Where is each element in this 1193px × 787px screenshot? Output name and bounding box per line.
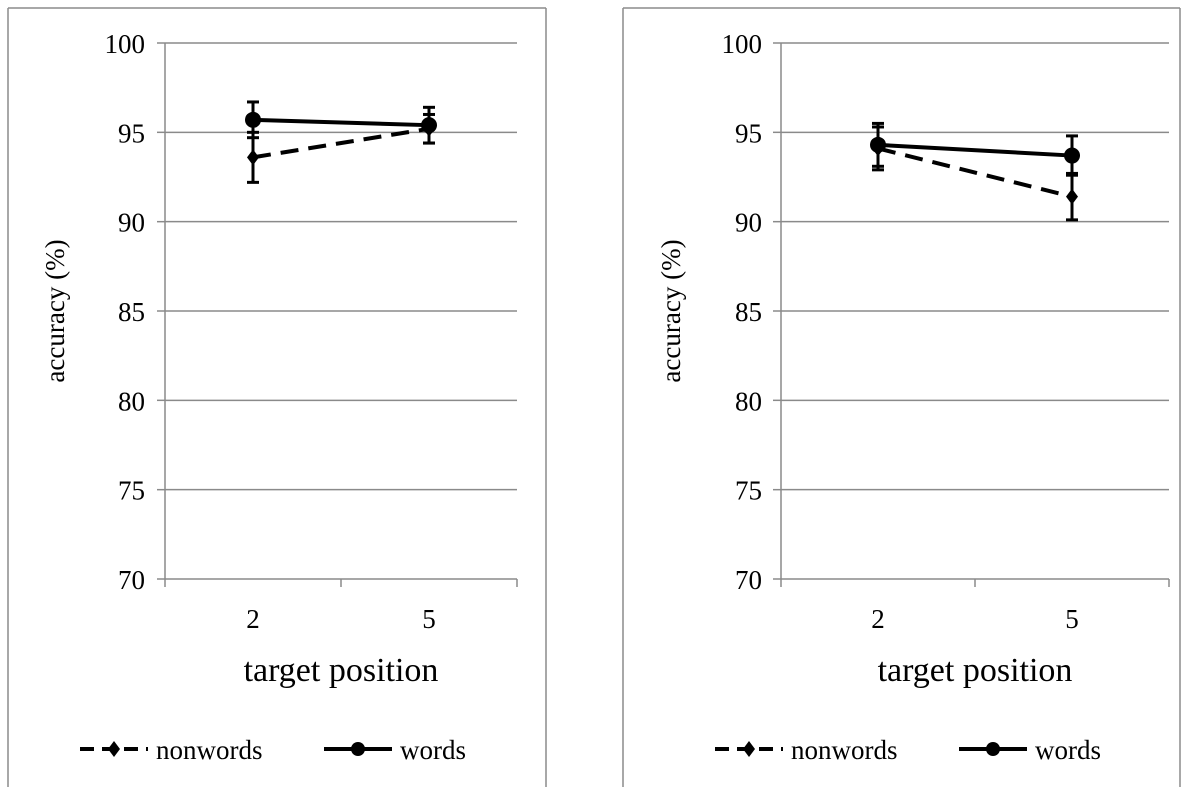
data-point — [245, 111, 261, 128]
y-tick-label: 85 — [118, 297, 145, 327]
y-tick-label: 90 — [735, 208, 762, 238]
chart-panel-2: 70 75 80 85 90 95 100 2 5 target position accuracy… — [622, 7, 1181, 787]
y-tick-label: 75 — [735, 476, 762, 506]
series-line-words — [252, 117, 430, 128]
legend-label-words: words — [1035, 735, 1101, 765]
y-tick-label: 95 — [735, 118, 762, 148]
y-tick-label: 70 — [735, 565, 762, 595]
data-point — [1066, 188, 1078, 205]
legend-marker — [986, 742, 1000, 756]
series-nonwords — [872, 125, 1078, 222]
y-tick-label: 70 — [118, 565, 145, 595]
x-axis-title: target position — [244, 652, 439, 689]
x-tick-label: 2 — [246, 604, 260, 634]
legend-marker — [351, 742, 365, 756]
y-tick-label: 80 — [118, 386, 145, 416]
y-axis-title: accuracy (%) — [656, 239, 686, 382]
y-tick-label: 100 — [722, 29, 763, 59]
y-tick-label: 75 — [118, 476, 145, 506]
legend-label-nonwords: nonwords — [156, 735, 263, 765]
data-point — [421, 117, 437, 134]
y-axis-title: accuracy (%) — [40, 239, 70, 382]
y-tick-label: 100 — [105, 29, 146, 59]
legend-marker — [108, 741, 120, 757]
data-point — [870, 136, 886, 153]
legend: nonwords words — [715, 735, 1101, 765]
y-tick-label: 90 — [118, 208, 145, 238]
series-words — [245, 100, 437, 145]
x-axis-title: target position — [878, 652, 1073, 689]
y-tick-label: 95 — [118, 118, 145, 148]
chart-panel-1: 70 75 80 85 90 95 100 2 5 target position accuracy… — [7, 7, 547, 787]
legend-label-words: words — [400, 735, 466, 765]
y-tick-label: 80 — [735, 386, 762, 416]
legend-label-nonwords: nonwords — [791, 735, 898, 765]
series-line-words — [877, 142, 1073, 158]
y-tick-label: 85 — [735, 297, 762, 327]
x-tick-label: 5 — [1065, 604, 1079, 634]
legend-marker — [743, 741, 755, 757]
series-words — [870, 121, 1080, 177]
series-line-nonwords — [877, 146, 1073, 199]
series-line-nonwords — [252, 126, 430, 160]
data-point — [247, 149, 259, 166]
legend: nonwords words — [80, 735, 466, 765]
x-tick-label: 5 — [422, 604, 436, 634]
x-tick-label: 2 — [871, 604, 885, 634]
data-point — [1064, 147, 1080, 164]
